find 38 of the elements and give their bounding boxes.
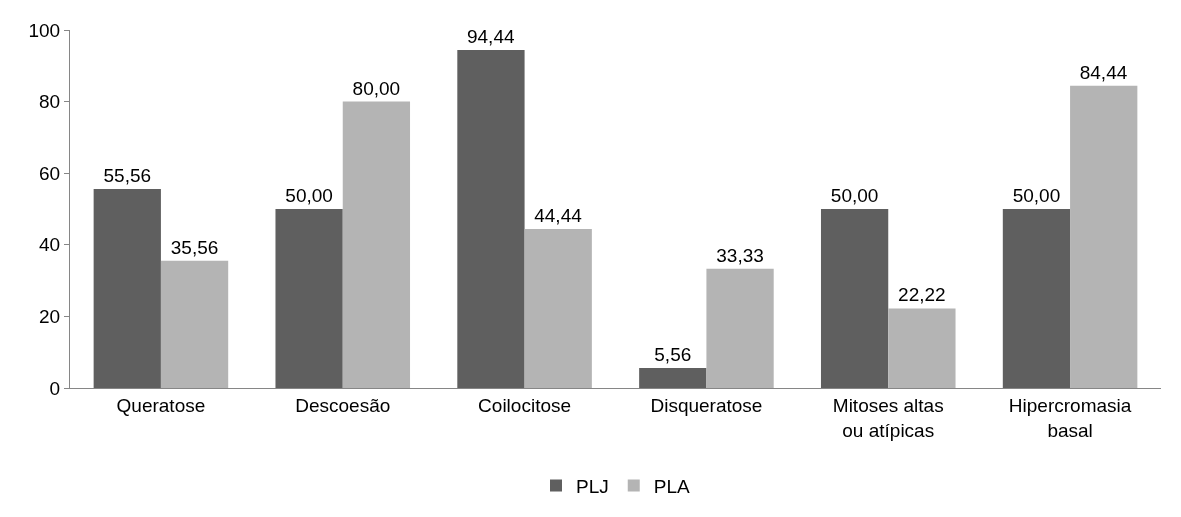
data-label: 5,56: [654, 344, 692, 366]
bar: [1002, 209, 1071, 388]
y-tick-label: 0: [49, 377, 61, 399]
data-label: 55,56: [103, 165, 152, 187]
bar: [93, 189, 161, 388]
bar: [1070, 85, 1138, 388]
x-tick-label: Disqueratose: [650, 394, 763, 416]
x-tick-label: Hipercromasia basal: [1008, 394, 1132, 441]
data-label: 33,33: [716, 244, 764, 266]
bar: [160, 260, 229, 388]
y-tick-label: 40: [39, 234, 61, 256]
data-label: 44,44: [534, 204, 583, 226]
bar: [275, 209, 343, 388]
bar: [706, 268, 774, 388]
y-tick-label: 80: [39, 91, 61, 113]
data-label: 35,56: [170, 236, 219, 258]
data-label: 94,44: [466, 25, 515, 47]
bar: [342, 101, 411, 388]
bar: [524, 228, 592, 388]
data-label: 50,00: [1012, 185, 1061, 206]
x-tick-label: Coilocitose: [478, 394, 572, 416]
legend-label: PLJ: [576, 476, 609, 498]
y-tick-label: 60: [39, 162, 61, 184]
y-tick-label: 100: [28, 19, 61, 41]
x-tick-label: Queratose: [116, 394, 206, 416]
bar: [820, 209, 889, 388]
data-label: 22,22: [898, 284, 946, 306]
bar: [457, 49, 525, 388]
legend-label: PLA: [653, 476, 690, 498]
data-label: 50,00: [830, 185, 879, 206]
data-label: 80,00: [352, 77, 401, 99]
data-label: 84,44: [1079, 61, 1128, 83]
data-label: 50,00: [285, 185, 333, 206]
x-tick-label: Mitoses altas ou atípicas: [832, 394, 944, 441]
bar: [639, 368, 707, 388]
bar: [888, 308, 956, 388]
x-tick-label: Descoesão: [295, 394, 391, 416]
y-tick-label: 20: [39, 306, 61, 328]
